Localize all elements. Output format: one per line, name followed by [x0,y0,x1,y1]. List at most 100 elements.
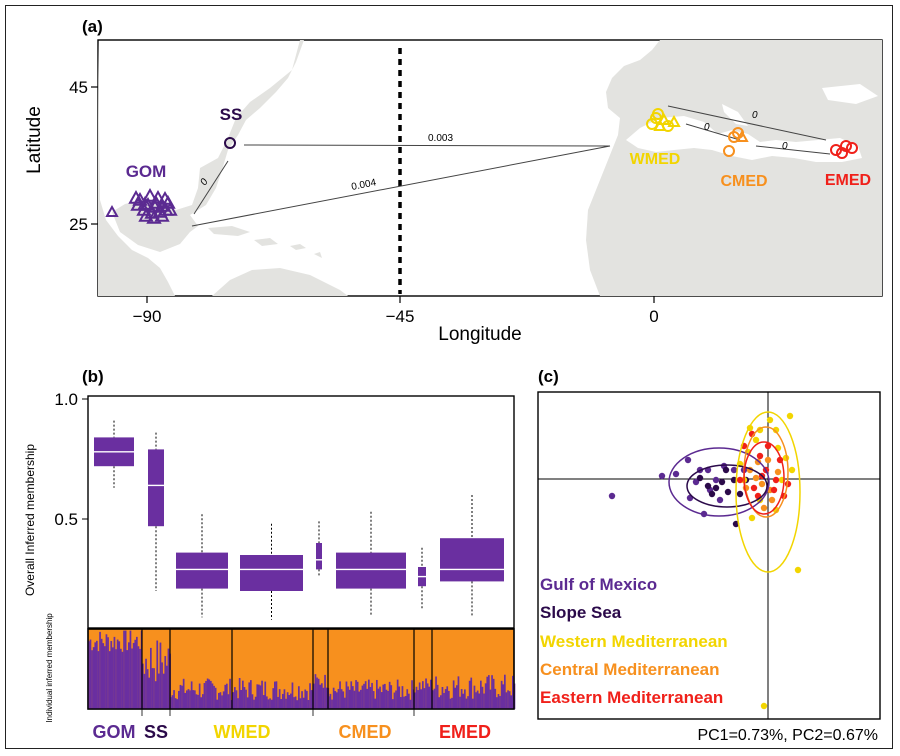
individual-bar [342,691,345,709]
individual-bar [288,695,291,709]
individual-bar [360,689,362,709]
group-label-gom: GOM [93,722,136,742]
y-tick-label: 0.5 [54,510,78,529]
individual-bar [388,681,391,709]
gom-triangle-marker [150,189,166,204]
group-ticks [141,709,415,716]
individual-bar [480,680,482,709]
individual-bar [426,683,429,709]
individual-bar [100,638,103,709]
individual-bar [420,689,423,709]
individual-bar [457,676,460,709]
individual-bar [229,678,231,709]
individual-bar [151,668,154,709]
wmed-symbols [646,108,681,132]
individual-bar [377,688,380,709]
black-sea [822,84,878,104]
individual-bar [277,696,279,709]
individual-bar [363,683,365,709]
individual-bar [481,686,484,709]
europe-africa-landmass [586,40,882,296]
individual-bar [164,656,167,709]
individual-bar [497,694,500,709]
gom-triangle-marker [162,201,178,216]
legend-slope-sea: Slope Sea [540,603,622,622]
individual-bar [148,677,151,709]
individual-bar [510,695,513,709]
individual-bar [414,692,416,709]
gom-label: GOM [126,162,167,181]
wmed-triangle-marker [667,114,681,127]
pca-point [716,496,724,504]
distance-line [685,123,741,141]
individual-bar [123,630,125,709]
pca-point [772,476,780,484]
individual-bar [348,689,351,709]
distance-label: 0 [782,141,788,152]
individual-bar [408,693,410,709]
individual-bar [214,687,217,709]
individual-bar [113,636,116,709]
x-tick-label: −45 [386,307,415,326]
individual-bar [190,681,193,709]
individual-bar [246,697,249,709]
individual-bar [478,693,481,709]
group-label-wmed: WMED [214,722,271,742]
individual-bar [142,663,144,709]
individual-bar [436,684,439,709]
individual-bar [110,641,113,709]
individual-bar [296,700,299,709]
figure-frame [5,5,893,749]
pca-point [736,490,744,498]
individual-bar [331,699,333,709]
individual-bar [221,695,223,709]
individual-bar [286,692,289,709]
individual-bar [454,687,457,709]
individual-bar [395,690,397,709]
individual-bar [285,698,287,709]
individual-bar [216,699,219,709]
individual-bar [206,678,209,709]
individual-bar [166,665,168,709]
pca-point [712,484,720,492]
individual-bar [226,683,228,709]
individual-bar [153,668,155,709]
individual-bar [494,688,497,709]
gom-triangle-marker [157,190,173,205]
individual-bar [372,691,375,709]
individual-bar [319,684,322,709]
individual-bar [356,681,359,709]
caribbean-islands [208,226,322,258]
gom-triangle-marker [147,198,163,213]
y-axis-title: Latitude [24,106,45,174]
individual-bar [171,695,174,709]
individual-bar [178,690,180,709]
north-america-landmass [98,40,304,296]
individual-bar [242,680,244,709]
ss-circle-marker [224,137,236,149]
gom-symbols [105,187,178,224]
individual-bar [274,681,276,709]
pca-point [748,514,756,522]
individual-bar [184,692,187,709]
pca-point [794,566,802,574]
individual-bar [512,675,514,709]
panel-a: (a) −90 −45 0 Longitude [24,17,883,345]
individual-bar [449,698,452,709]
individual-bar [198,683,201,709]
individual-bar [345,681,348,709]
individual-bar [350,681,353,709]
individual-bar [234,687,236,709]
ss-ellipse [686,464,768,508]
individual-bar [468,680,471,709]
group-label-ss: SS [144,722,168,742]
individual-bar [272,688,275,709]
individual-bar [139,648,141,709]
individual-bar [337,688,340,709]
pca-point [724,488,732,496]
individual-bar [203,683,206,709]
individual-bar [309,683,311,709]
individual-bar [366,688,369,709]
map-y-axis: 45 25 Latitude [24,78,98,234]
